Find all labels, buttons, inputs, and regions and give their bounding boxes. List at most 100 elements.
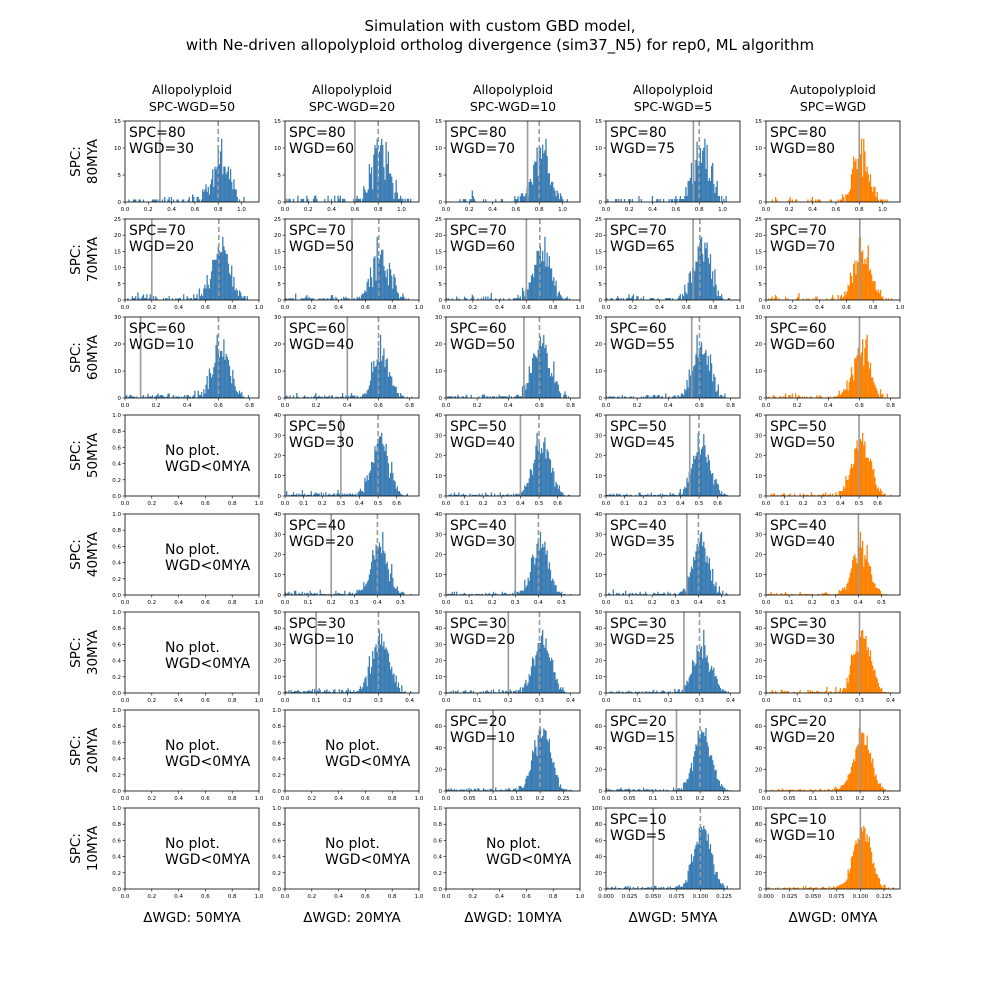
histogram-bar xyxy=(369,673,372,693)
histogram-bar xyxy=(462,396,465,398)
histogram-bar xyxy=(709,180,712,202)
histogram-bar xyxy=(363,492,365,496)
histogram-bar xyxy=(356,395,358,398)
histogram-bar xyxy=(540,548,543,595)
histogram-bar xyxy=(657,394,659,398)
histogram-bar xyxy=(290,298,292,300)
histogram-bar xyxy=(632,886,635,889)
histogram-bar xyxy=(458,492,460,496)
histogram-bar xyxy=(684,883,686,889)
y-tick-label: 20 xyxy=(435,454,442,460)
histogram-bar xyxy=(608,788,610,791)
histogram-bar xyxy=(538,550,540,595)
histogram-bar xyxy=(530,373,533,398)
histogram-bar xyxy=(619,692,621,693)
histogram-bar xyxy=(846,879,848,889)
no-plot-text: No plot. xyxy=(165,836,220,852)
histogram-bar xyxy=(691,660,694,693)
histogram-bar xyxy=(564,789,566,791)
histogram-bar xyxy=(879,688,882,693)
histogram-bar xyxy=(773,593,776,595)
histogram-bar xyxy=(868,656,870,693)
histogram-bar xyxy=(686,680,688,693)
column-xlabel-3: ΔWGD: 10MYA xyxy=(464,910,562,926)
y-tick-label: 30 xyxy=(755,433,762,439)
wgd-annotation: WGD=45 xyxy=(610,435,675,451)
spc-annotation: SPC=30 xyxy=(610,616,667,632)
histogram-bar xyxy=(519,296,521,300)
histogram-bar xyxy=(369,173,372,202)
histogram-bar xyxy=(811,494,814,496)
histogram-bar xyxy=(717,878,719,889)
x-tick-label: 0.4 xyxy=(334,305,343,311)
histogram-bar xyxy=(394,588,396,595)
histogram-bar xyxy=(384,179,386,202)
histogram-bar xyxy=(826,686,828,693)
histogram-bar xyxy=(847,390,849,398)
histogram-bar xyxy=(715,284,717,300)
y-tick-label: 40 xyxy=(595,413,602,419)
histogram-bar xyxy=(293,494,296,496)
x-tick-label: 0.3 xyxy=(350,600,359,606)
y-tick-label: 0.6 xyxy=(112,544,121,550)
histogram-bar xyxy=(882,786,884,791)
histogram-bar xyxy=(854,260,856,300)
histogram-bar xyxy=(867,361,869,398)
histogram-bar xyxy=(838,690,840,693)
histogram-bar xyxy=(767,593,769,595)
histogram-bar xyxy=(451,591,453,595)
histogram-bar xyxy=(548,657,550,693)
histogram-bar xyxy=(285,298,287,300)
histogram-bar xyxy=(346,493,348,496)
histogram-bar xyxy=(400,692,402,693)
y-tick-label: 50 xyxy=(435,610,442,616)
histogram-bar xyxy=(708,557,710,595)
histogram-bar xyxy=(863,264,865,300)
histogram-bar xyxy=(879,389,882,398)
histogram-bar xyxy=(344,493,346,496)
histogram-bar xyxy=(712,473,714,496)
histogram-bar xyxy=(462,493,465,496)
histogram-bar xyxy=(318,688,320,693)
histogram-bar xyxy=(331,692,334,693)
histogram-bar xyxy=(658,887,660,889)
histogram-bar xyxy=(683,198,685,202)
histogram-bar xyxy=(368,385,371,398)
histogram-bar xyxy=(812,298,815,300)
x-tick-label: 0.0 xyxy=(442,894,451,900)
histogram-bar xyxy=(305,396,307,398)
x-tick-label: 0.4 xyxy=(534,600,543,606)
y-tick-label: 15 xyxy=(595,249,602,255)
row-label-line-2: 10MYA xyxy=(85,825,101,871)
x-tick-label: 0.6 xyxy=(855,403,864,409)
histogram-bar xyxy=(555,381,557,398)
x-tick-label: 0.5 xyxy=(877,600,886,606)
histogram-bar xyxy=(396,586,398,595)
histogram-bar xyxy=(302,298,305,300)
histogram-bar xyxy=(145,298,147,300)
histogram-bar xyxy=(863,365,865,398)
y-tick-label: 10 xyxy=(755,474,762,480)
x-tick-label: 0.05 xyxy=(783,796,796,802)
histogram-bar xyxy=(840,785,843,791)
histogram-bar xyxy=(803,396,806,398)
histogram-bar xyxy=(683,782,685,791)
y-tick-label: 60 xyxy=(755,838,762,844)
histogram-bar xyxy=(854,448,856,496)
y-tick-label: 50 xyxy=(274,610,281,616)
histogram-bar xyxy=(844,488,846,496)
histogram-bar xyxy=(882,199,884,202)
histogram-bar xyxy=(851,560,854,595)
axes-frame xyxy=(284,120,420,203)
histogram-bar xyxy=(335,396,337,398)
histogram-bar xyxy=(867,842,869,889)
histogram-bar xyxy=(558,591,561,595)
histogram-bar xyxy=(349,395,352,398)
histogram-bar xyxy=(642,296,645,300)
histogram-bar xyxy=(788,395,790,398)
histogram-bar xyxy=(357,492,359,496)
histogram-bar xyxy=(874,477,876,496)
x-tick-label: 0.6 xyxy=(522,305,531,311)
